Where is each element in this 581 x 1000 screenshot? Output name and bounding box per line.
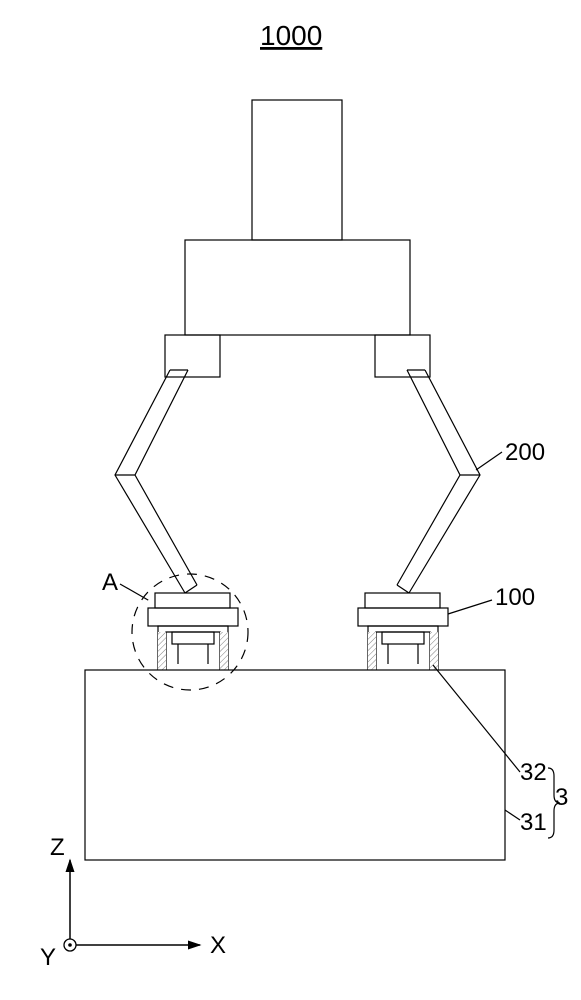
axis-label-x: X [210,932,226,959]
label-a: A [102,569,118,596]
upper-body [185,240,410,335]
axis-label-z: Z [50,834,65,861]
left-shoulder [165,335,220,377]
right-shoulder [375,335,430,377]
label-32: 32 [520,759,547,786]
top-column [252,100,342,240]
label-31: 31 [520,809,547,836]
label-3: 3 [555,784,568,811]
base-block [85,670,505,860]
label-200: 200 [505,439,545,466]
technical-diagram: 1000 A 200 100 32 31 3 X Y Z [0,0,581,1000]
figure-title: 1000 [260,20,322,51]
label-100: 100 [495,584,535,611]
axis-label-y: Y [40,944,56,971]
